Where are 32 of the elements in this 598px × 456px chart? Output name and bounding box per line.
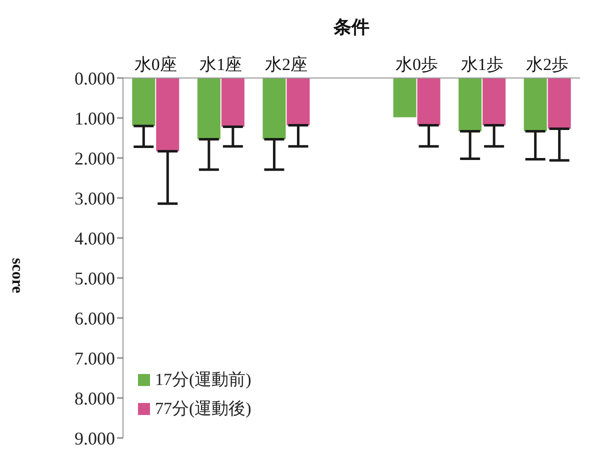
bar [393, 78, 416, 118]
bar [482, 78, 506, 126]
y-tick-label: 9.000 [74, 428, 115, 448]
y-tick-label: 7.000 [74, 348, 115, 368]
y-tick-label: 6.000 [74, 308, 115, 328]
x-tick-label: 水2歩 [526, 55, 569, 74]
legend-label: 77分(運動後) [155, 398, 252, 420]
bar [417, 78, 440, 126]
x-axis-title: 条件 [332, 16, 370, 37]
bar [197, 78, 220, 140]
x-tick-label: 水1座 [200, 55, 242, 74]
y-tick-label: 5.000 [74, 268, 115, 288]
bar [524, 78, 547, 132]
y-axis-title: score [8, 258, 26, 294]
bar [156, 78, 180, 152]
y-tick-label: 4.000 [74, 228, 115, 248]
y-tick-label: 1.000 [74, 108, 115, 128]
y-tick-label: 3.000 [74, 188, 115, 208]
x-tick-label: 水0座 [134, 55, 177, 74]
x-tick-label: 水2座 [264, 55, 308, 74]
bar [286, 78, 310, 126]
x-tick-label: 水1歩 [460, 55, 504, 74]
bar [132, 78, 156, 126]
bar [221, 78, 244, 127]
x-tick-label: 水0歩 [396, 55, 438, 74]
y-tick-label: 0.000 [74, 68, 115, 88]
bar [548, 78, 571, 129]
bar [458, 78, 482, 132]
y-tick-label: 8.000 [74, 388, 115, 408]
y-tick-label: 2.000 [74, 148, 115, 168]
bar [262, 78, 286, 140]
legend-label: 17分(運動前) [155, 369, 252, 391]
